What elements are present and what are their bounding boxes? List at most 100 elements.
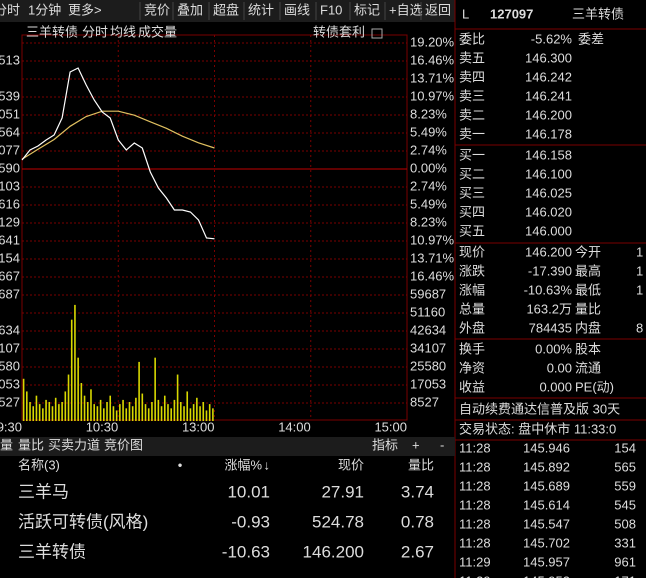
table-header: 名称(3) bbox=[18, 457, 60, 472]
toolbar-button[interactable]: 更多> bbox=[68, 2, 102, 17]
volume-bar bbox=[38, 404, 41, 421]
label: -17.390 bbox=[528, 263, 572, 278]
y-tick-label: 616 bbox=[0, 196, 20, 211]
volume-bar bbox=[199, 406, 201, 421]
volume-bar bbox=[29, 402, 31, 421]
label: 最高 bbox=[575, 263, 601, 278]
volume-bar bbox=[173, 399, 176, 421]
toolbar-button[interactable]: 分时 bbox=[0, 2, 20, 17]
y2-tick-label: 25580 bbox=[410, 358, 446, 373]
tool-button[interactable]: - bbox=[440, 437, 444, 452]
label: 换手 bbox=[459, 341, 485, 356]
label: 最低 bbox=[575, 282, 601, 297]
table-cell: 10.01 bbox=[227, 482, 270, 501]
toolbar-button[interactable]: +自选 bbox=[389, 2, 423, 17]
trade-time: 11:28 bbox=[459, 440, 491, 455]
volume-bar bbox=[189, 408, 192, 421]
label: 1 bbox=[636, 244, 643, 259]
chart-button[interactable]: 转债套利 bbox=[313, 24, 365, 39]
table-cell: 三羊马 bbox=[18, 482, 69, 501]
label: 0.00 bbox=[547, 360, 572, 375]
y2-tick-label: 59687 bbox=[410, 286, 446, 301]
trade-volume: 961 bbox=[614, 554, 636, 569]
tab[interactable]: 买卖力道 bbox=[48, 437, 100, 452]
chart-mode[interactable]: 均线 bbox=[110, 24, 136, 39]
trade-price: 145.952 bbox=[523, 573, 570, 578]
table-header: 涨幅% bbox=[224, 457, 262, 472]
volume-bar bbox=[32, 406, 35, 421]
volume-bar bbox=[103, 408, 105, 421]
toolbar-button[interactable]: 返回 bbox=[425, 2, 451, 17]
toolbar-button[interactable]: 画线 bbox=[284, 2, 310, 17]
volume-bar bbox=[212, 408, 214, 421]
y2-tick-label: 527 bbox=[0, 394, 20, 409]
table-header: • bbox=[178, 457, 183, 472]
volume-bar bbox=[154, 357, 156, 421]
volume-bar bbox=[83, 395, 86, 421]
label: 0.000 bbox=[539, 379, 572, 394]
volume-bar bbox=[115, 410, 118, 421]
trade-time: 11:29 bbox=[459, 573, 491, 578]
volume-bar bbox=[196, 397, 198, 421]
trade-time: 11:28 bbox=[459, 535, 491, 550]
volume-bar bbox=[170, 408, 172, 421]
volume-bar bbox=[128, 402, 131, 421]
volume-bar bbox=[45, 399, 47, 421]
code: 127097 bbox=[490, 6, 533, 21]
toolbar-button[interactable]: 统计 bbox=[248, 2, 274, 17]
toolbar-button[interactable]: 1分钟 bbox=[28, 2, 61, 17]
toolbar-button[interactable]: F10 bbox=[320, 2, 342, 17]
volume-bar bbox=[106, 402, 108, 421]
label: PE(动) bbox=[575, 379, 614, 394]
trade-price: 145.689 bbox=[523, 478, 570, 493]
chart-mode[interactable]: 成交量 bbox=[138, 24, 177, 39]
tab[interactable]: 量比 bbox=[18, 437, 44, 452]
status: 交易状态: 盘中休市 11:33:0 bbox=[459, 421, 616, 436]
y2-tick-label: 5687 bbox=[0, 286, 20, 301]
toolbar-button[interactable]: 竞价 bbox=[144, 2, 170, 17]
y-tick-label: 13.71% bbox=[410, 70, 455, 85]
volume-bar bbox=[119, 404, 121, 421]
y-tick-label: 539 bbox=[0, 88, 20, 103]
chart-mode[interactable]: 分时 bbox=[82, 24, 108, 39]
price-line bbox=[21, 67, 215, 240]
toolbar-button[interactable]: 超盘 bbox=[213, 2, 239, 17]
y-tick-label: 13.71% bbox=[410, 250, 455, 265]
label: 146.200 bbox=[525, 107, 572, 122]
volume-bar bbox=[86, 402, 89, 421]
toolbar-button[interactable]: 叠加 bbox=[177, 2, 203, 17]
label: 146.025 bbox=[525, 185, 572, 200]
y-tick-label: 103 bbox=[0, 178, 20, 193]
y-tick-label: 0.00% bbox=[410, 160, 447, 175]
label: 146.300 bbox=[525, 50, 572, 65]
tool-button[interactable]: + bbox=[412, 437, 420, 452]
y-tick-label: 16.46% bbox=[410, 52, 455, 67]
label: 涨幅 bbox=[459, 282, 485, 297]
y-tick-label: 2.74% bbox=[410, 178, 447, 193]
table-header: 现价 bbox=[338, 457, 364, 472]
label: 卖三 bbox=[459, 88, 485, 103]
volume-bar bbox=[93, 404, 95, 421]
volume-bar bbox=[112, 406, 115, 421]
volume-bar bbox=[160, 406, 163, 421]
notice[interactable]: 自动续费通达信普及版 30天 bbox=[459, 401, 620, 416]
tab[interactable]: 量 bbox=[0, 437, 13, 452]
volume-bar bbox=[42, 408, 44, 421]
tool-button[interactable]: 指标 bbox=[372, 437, 398, 452]
label: 涨跌 bbox=[459, 263, 485, 278]
volume-bar bbox=[202, 402, 205, 421]
label: 1 bbox=[636, 282, 643, 297]
volume-bar bbox=[99, 399, 102, 421]
window-icon[interactable] bbox=[371, 28, 383, 39]
table-cell: 524.78 bbox=[312, 512, 364, 531]
tab[interactable]: 竞价图 bbox=[104, 437, 143, 452]
toolbar-button[interactable]: 标记 bbox=[354, 2, 380, 17]
volume-bar bbox=[163, 395, 166, 421]
volume-bar bbox=[141, 393, 144, 421]
volume-bar bbox=[180, 402, 182, 421]
y-tick-label: 16.46% bbox=[410, 268, 455, 283]
x-tick-label: 9:30 bbox=[0, 419, 22, 434]
label: 买四 bbox=[459, 204, 485, 219]
